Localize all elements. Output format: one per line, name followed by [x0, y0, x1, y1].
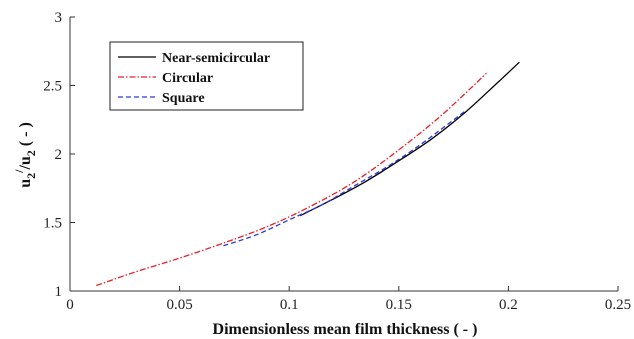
series-line-square	[223, 111, 465, 247]
axis-ticks: 0 0.05 0.1 0.15 0.2 0.25 1 1.5 2 2.5 3	[43, 10, 631, 313]
legend-label: Square	[162, 91, 205, 106]
y-label-sup: /	[12, 169, 26, 174]
legend-box	[109, 41, 304, 111]
y-label-sub1: 2	[24, 173, 38, 179]
x-tick-label: 0.25	[605, 297, 631, 313]
y-axis-label: u2//u2 ( - )	[12, 122, 38, 188]
legend-label: Near-semicircular	[162, 51, 270, 66]
y-tick-label: 2	[55, 147, 63, 163]
legend: Near-semicircular Circular Square	[109, 41, 304, 111]
y-label-tail: ( - )	[17, 122, 34, 150]
series-line-circular	[96, 72, 487, 287]
series-line-near-semicircular	[299, 61, 520, 217]
y-label-base: u	[17, 179, 34, 188]
y-label-sub2: 2	[24, 150, 38, 156]
x-axis-label: Dimensionless mean film thickness ( - )	[213, 321, 478, 338]
legend-label: Circular	[162, 71, 213, 86]
x-tick-label: 0.05	[166, 297, 192, 313]
y-tick-label: 1.5	[43, 216, 62, 232]
y-tick-label: 2.5	[43, 79, 62, 95]
x-tick-label: 0	[66, 297, 74, 313]
series-layer	[96, 61, 520, 287]
y-tick-label: 1	[55, 284, 63, 300]
x-tick-label: 0.2	[499, 297, 518, 313]
x-tick-label: 0.1	[280, 297, 299, 313]
y-label-mid: /u	[17, 156, 34, 170]
y-tick-label: 3	[55, 10, 63, 26]
x-tick-label: 0.15	[386, 297, 412, 313]
